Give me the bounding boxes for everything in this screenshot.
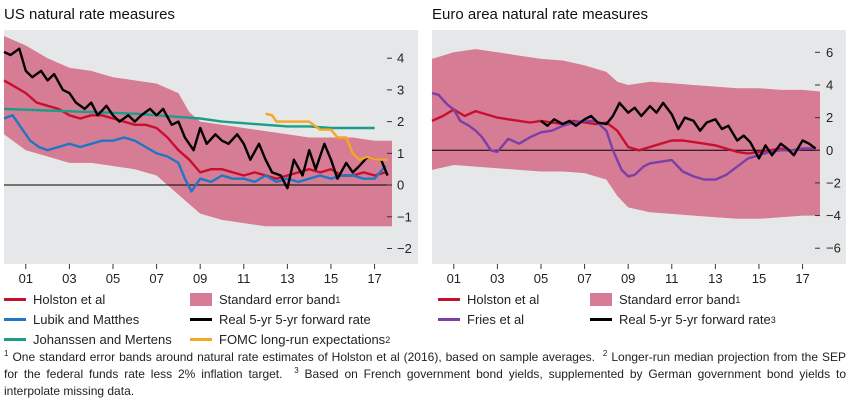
us-x-tick-label: 15 bbox=[324, 271, 338, 286]
euro-x-tick-label: 15 bbox=[752, 271, 766, 286]
us-x-tick-label: 07 bbox=[149, 271, 163, 286]
us-legend-item: Lubik and Matthes bbox=[4, 312, 139, 327]
footnote-3-marker: 3 bbox=[294, 366, 299, 375]
us-x-tick-label: 05 bbox=[106, 271, 120, 286]
us-legend-label: Holston et al bbox=[33, 292, 106, 307]
us-chart-title: US natural rate measures bbox=[4, 6, 175, 23]
footnote-3: Based on French government bond yields, … bbox=[4, 367, 846, 398]
us-legend-swatch bbox=[4, 338, 26, 341]
euro-x-tick-label: 11 bbox=[665, 271, 679, 286]
us-x-tick-label: 03 bbox=[62, 271, 76, 286]
us-x-tick-label: 13 bbox=[280, 271, 294, 286]
euro-series-real-5-yr-5-yr-forward-rate bbox=[540, 101, 817, 160]
euro-series-holston-et-al bbox=[431, 108, 814, 155]
us-series-holston-et-al bbox=[3, 79, 386, 180]
us-y-tick-label: 4 bbox=[397, 51, 404, 66]
footnotes: 1 One standard error bands around natura… bbox=[4, 349, 846, 400]
euro-legend-label: Standard error band bbox=[619, 292, 736, 307]
euro-legend-swatch bbox=[438, 318, 460, 321]
euro-x-tick-label: 13 bbox=[708, 271, 722, 286]
us-y-tick-label: 3 bbox=[397, 82, 404, 97]
euro-x-tick-label: 03 bbox=[490, 271, 504, 286]
euro-legend-item: Holston et al bbox=[438, 292, 539, 307]
euro-legend-label: Fries et al bbox=[467, 312, 525, 327]
euro-legend-swatch bbox=[438, 298, 460, 301]
us-legend-item: Real 5-yr 5-yr forward rate bbox=[190, 312, 371, 327]
euro-x-tick-label: 17 bbox=[795, 271, 809, 286]
us-y-tick-label: 1 bbox=[397, 146, 404, 161]
euro-series-fries-et-al bbox=[431, 91, 814, 181]
us-legend-label: Johanssen and Mertens bbox=[33, 332, 172, 347]
euro-y-tick-label: 2 bbox=[826, 110, 833, 125]
us-legend-label: FOMC long-run expectations bbox=[219, 332, 386, 347]
euro-y-tick-label: −4 bbox=[826, 208, 841, 223]
euro-x-tick-label: 07 bbox=[577, 271, 591, 286]
euro-legend-item: Standard error band 1 bbox=[590, 292, 740, 307]
us-legend-swatch bbox=[4, 298, 26, 301]
euro-legend-label: Holston et al bbox=[467, 292, 540, 307]
euro-y-tick-label: −2 bbox=[826, 175, 841, 190]
us-legend-swatch bbox=[190, 318, 212, 321]
us-x-tick-label: 01 bbox=[19, 271, 33, 286]
us-legend-item: Johanssen and Mertens bbox=[4, 332, 172, 347]
us-legend-label: Lubik and Matthes bbox=[33, 312, 140, 327]
us-legend-swatch bbox=[190, 338, 212, 341]
us-legend-label: Real 5-yr 5-yr forward rate bbox=[219, 312, 371, 327]
euro-legend-item: Real 5-yr 5-yr forward rate 3 bbox=[590, 312, 776, 327]
euro-legend-swatch bbox=[590, 318, 612, 321]
us-series-fomc-long-run-expectations bbox=[265, 112, 388, 161]
us-legend-swatch bbox=[190, 293, 212, 306]
us-legend-item: Standard error band 1 bbox=[190, 292, 340, 307]
euro-legend-label: Real 5-yr 5-yr forward rate bbox=[619, 312, 771, 327]
euro-chart-title: Euro area natural rate measures bbox=[432, 6, 648, 23]
euro-y-tick-label: 4 bbox=[826, 77, 833, 92]
euro-legend-swatch bbox=[590, 293, 612, 306]
us-legend-item: FOMC long-run expectations 2 bbox=[190, 332, 390, 347]
footnote-2: Longer-run median projection from the SE… bbox=[4, 350, 847, 381]
us-legend-swatch bbox=[4, 318, 26, 321]
euro-y-tick-label: −6 bbox=[826, 241, 841, 256]
us-standard-error-band bbox=[4, 36, 392, 227]
us-x-tick-label: 09 bbox=[193, 271, 207, 286]
euro-y-tick-label: 0 bbox=[826, 143, 833, 158]
euro-y-tick-label: 6 bbox=[826, 45, 833, 60]
euro-legend-item: Fries et al bbox=[438, 312, 524, 327]
us-series-lubik-and-matthes bbox=[3, 114, 387, 193]
us-y-tick-label: −1 bbox=[397, 209, 412, 224]
us-legend-item: Holston et al bbox=[4, 292, 105, 307]
footnote-2-marker: 2 bbox=[602, 349, 608, 358]
us-series-real-5-yr-5-yr-forward-rate bbox=[3, 47, 389, 190]
euro-x-tick-label: 05 bbox=[534, 271, 548, 286]
us-y-tick-label: −2 bbox=[397, 241, 412, 256]
us-y-tick-label: 2 bbox=[397, 114, 404, 129]
footnote-1-marker: 1 bbox=[4, 349, 9, 358]
euro-x-tick-label: 01 bbox=[447, 271, 461, 286]
footnote-1: One standard error bands around natural … bbox=[12, 350, 595, 364]
us-x-tick-label: 11 bbox=[237, 271, 251, 286]
us-x-tick-label: 17 bbox=[367, 271, 381, 286]
us-y-tick-label: 0 bbox=[397, 178, 404, 193]
us-series-johanssen-and-mertens bbox=[3, 107, 375, 130]
us-legend-label: Standard error band bbox=[219, 292, 336, 307]
euro-x-tick-label: 09 bbox=[621, 271, 635, 286]
